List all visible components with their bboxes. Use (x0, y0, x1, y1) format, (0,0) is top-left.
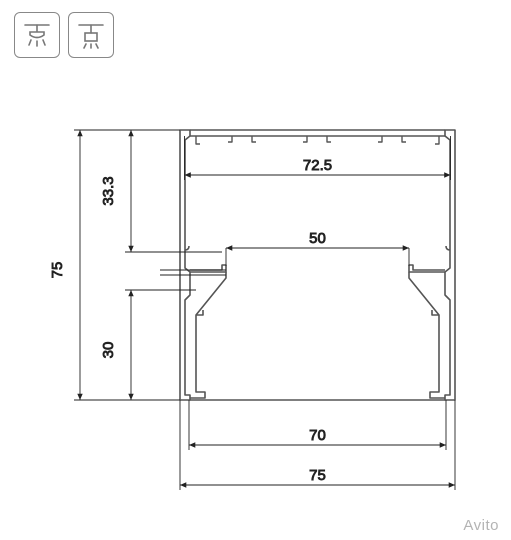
dim-label: 75 (309, 467, 326, 484)
dim-label: 70 (309, 427, 326, 444)
dim-75v: 75 (49, 130, 131, 400)
dim-label: 75 (49, 262, 66, 279)
ceiling-mount-icon (14, 12, 60, 58)
dim-label: 50 (309, 230, 326, 247)
dim-label: 72.5 (303, 157, 332, 174)
dim-30: 30 (100, 290, 196, 400)
profile-drawing: 72.5 50 70 75 (0, 100, 511, 520)
dim-50: 50 (226, 230, 409, 266)
dim-72_5: 72.5 (185, 136, 451, 180)
dimensions: 72.5 50 70 75 (49, 130, 455, 490)
watermark: Avito (463, 517, 499, 534)
dim-label: 33.3 (100, 176, 117, 205)
pendant-mount-icon (68, 12, 114, 58)
mounting-icons (14, 12, 114, 58)
dim-label: 30 (100, 342, 117, 359)
dim-70: 70 (189, 400, 446, 450)
dim-33_3: 33.3 (100, 130, 226, 275)
